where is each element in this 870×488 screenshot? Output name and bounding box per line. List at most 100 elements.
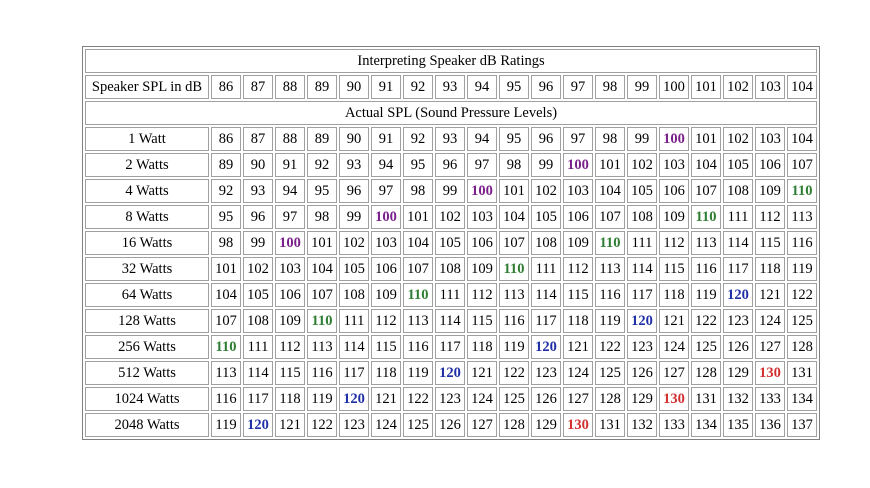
- spl-header-cell: 99: [627, 75, 657, 99]
- spl-cell: 116: [787, 231, 817, 255]
- spl-cell: 89: [211, 153, 241, 177]
- spl-cell: 103: [563, 179, 593, 203]
- spl-cell: 104: [307, 257, 337, 281]
- power-label: 1 Watt: [85, 127, 209, 151]
- spl-cell: 113: [787, 205, 817, 229]
- spl-cell: 110: [595, 231, 625, 255]
- spl-cell: 101: [499, 179, 529, 203]
- spl-cell: 109: [275, 309, 305, 333]
- spl-cell: 133: [755, 387, 785, 411]
- table-title: Interpreting Speaker dB Ratings: [85, 49, 817, 73]
- spl-cell: 105: [723, 153, 753, 177]
- spl-cell: 137: [787, 413, 817, 437]
- power-label: 2048 Watts: [85, 413, 209, 437]
- spl-cell: 91: [371, 127, 401, 151]
- spl-label: Speaker SPL in dB: [85, 75, 209, 99]
- spl-cell: 116: [403, 335, 433, 359]
- spl-cell: 107: [691, 179, 721, 203]
- spl-cell: 108: [339, 283, 369, 307]
- spl-cell: 113: [691, 231, 721, 255]
- spl-header-cell: 88: [275, 75, 305, 99]
- spl-cell: 120: [339, 387, 369, 411]
- spl-cell: 117: [435, 335, 465, 359]
- spl-cell: 105: [627, 179, 657, 203]
- spl-cell: 100: [371, 205, 401, 229]
- spl-header-row: Speaker SPL in dB 86 87 88 89 90 91 92 93 94 95 96…: [85, 75, 817, 99]
- spl-cell: 110: [307, 309, 337, 333]
- spl-cell: 96: [435, 153, 465, 177]
- spl-cell: 121: [275, 413, 305, 437]
- spl-cell: 115: [371, 335, 401, 359]
- spl-cell: 134: [691, 413, 721, 437]
- spl-cell: 94: [275, 179, 305, 203]
- spl-cell: 127: [563, 387, 593, 411]
- spl-cell: 111: [627, 231, 657, 255]
- spl-cell: 119: [691, 283, 721, 307]
- spl-cell: 89: [307, 127, 337, 151]
- spl-cell: 100: [467, 179, 497, 203]
- spl-cell: 100: [563, 153, 593, 177]
- spl-cell: 128: [499, 413, 529, 437]
- table-row: 128 Watts 107 108 109 110 111 112 113 114 115 116 1…: [85, 309, 817, 333]
- spl-cell: 101: [211, 257, 241, 281]
- power-label: 64 Watts: [85, 283, 209, 307]
- spl-cell: 131: [787, 361, 817, 385]
- spl-cell: 111: [339, 309, 369, 333]
- spl-cell: 103: [371, 231, 401, 255]
- spl-cell: 95: [211, 205, 241, 229]
- power-label: 128 Watts: [85, 309, 209, 333]
- spl-cell: 119: [211, 413, 241, 437]
- spl-cell: 107: [499, 231, 529, 255]
- spl-cell: 126: [435, 413, 465, 437]
- spl-cell: 130: [755, 361, 785, 385]
- spl-cell: 120: [627, 309, 657, 333]
- spl-cell: 123: [627, 335, 657, 359]
- spl-cell: 116: [691, 257, 721, 281]
- power-label: 4 Watts: [85, 179, 209, 203]
- spl-cell: 104: [691, 153, 721, 177]
- spl-cell: 122: [499, 361, 529, 385]
- spl-cell: 134: [787, 387, 817, 411]
- power-label: 16 Watts: [85, 231, 209, 255]
- spl-cell: 96: [243, 205, 273, 229]
- spl-cell: 114: [723, 231, 753, 255]
- spl-cell: 117: [243, 387, 273, 411]
- spl-cell: 105: [435, 231, 465, 255]
- spl-cell: 88: [275, 127, 305, 151]
- spl-cell: 103: [275, 257, 305, 281]
- spl-cell: 104: [211, 283, 241, 307]
- spl-cell: 116: [211, 387, 241, 411]
- spl-cell: 118: [275, 387, 305, 411]
- power-label: 32 Watts: [85, 257, 209, 281]
- spl-cell: 109: [467, 257, 497, 281]
- spl-cell: 109: [755, 179, 785, 203]
- spl-header-cell: 104: [787, 75, 817, 99]
- spl-cell: 131: [691, 387, 721, 411]
- spl-cell: 108: [723, 179, 753, 203]
- spl-cell: 90: [243, 153, 273, 177]
- spl-cell: 102: [243, 257, 273, 281]
- spl-cell: 115: [467, 309, 497, 333]
- spl-cell: 99: [243, 231, 273, 255]
- spl-cell: 125: [499, 387, 529, 411]
- power-label: 1024 Watts: [85, 387, 209, 411]
- title-row: Interpreting Speaker dB Ratings: [85, 49, 817, 73]
- spl-cell: 106: [275, 283, 305, 307]
- spl-cell: 109: [371, 283, 401, 307]
- spl-cell: 115: [659, 257, 689, 281]
- spl-cell: 104: [595, 179, 625, 203]
- spl-cell: 123: [435, 387, 465, 411]
- spl-cell: 96: [531, 127, 561, 151]
- power-label: 8 Watts: [85, 205, 209, 229]
- spl-cell: 118: [659, 283, 689, 307]
- spl-cell: 103: [755, 127, 785, 151]
- spl-cell: 121: [659, 309, 689, 333]
- spl-cell: 136: [755, 413, 785, 437]
- spl-cell: 129: [531, 413, 561, 437]
- spl-header-cell: 98: [595, 75, 625, 99]
- spl-cell: 111: [435, 283, 465, 307]
- spl-cell: 127: [467, 413, 497, 437]
- spl-cell: 121: [371, 387, 401, 411]
- spl-cell: 107: [787, 153, 817, 177]
- spl-cell: 92: [211, 179, 241, 203]
